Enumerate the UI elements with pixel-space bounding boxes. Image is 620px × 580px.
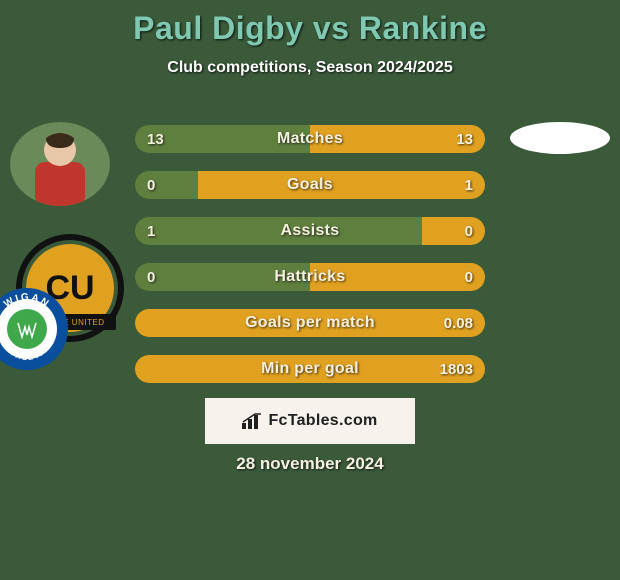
stats-bars: Matches1313Goals01Assists10Hattricks00Go… (135, 125, 485, 401)
avatar-blank-icon (510, 122, 610, 154)
footer-date: 28 november 2024 (0, 454, 620, 474)
stat-label: Goals per match (135, 309, 485, 337)
brand-name: FcTables.com (268, 412, 377, 430)
stat-bar: Goals per match0.08 (135, 309, 485, 337)
stat-label: Min per goal (135, 355, 485, 383)
player-left-avatar (10, 122, 110, 206)
stat-value-left: 0 (147, 171, 155, 199)
stat-value-right: 1803 (440, 355, 473, 383)
stat-value-right: 1 (465, 171, 473, 199)
wigan-badge-icon: WIGAN ATHLETIC (0, 287, 76, 371)
fctables-logo-icon (242, 413, 262, 429)
stat-label: Goals (135, 171, 485, 199)
stat-label: Hattricks (135, 263, 485, 291)
stat-value-right: 13 (456, 125, 473, 153)
stat-value-right: 0 (465, 263, 473, 291)
stat-label: Assists (135, 217, 485, 245)
page-subtitle: Club competitions, Season 2024/2025 (0, 59, 620, 77)
page-title: Paul Digby vs Rankine (0, 10, 620, 47)
player-right-avatar (510, 122, 610, 154)
stat-label: Matches (135, 125, 485, 153)
brand-footer: FcTables.com (205, 398, 415, 444)
stat-bar: Assists1 0 (135, 217, 485, 245)
stat-value-left: 13 (147, 125, 164, 153)
avatar-placeholder-icon (10, 122, 110, 206)
stat-value-left: 0 (147, 263, 155, 291)
stat-value-right: 0 (465, 217, 473, 245)
stat-value-left: 1 (147, 217, 155, 245)
stat-bar: Matches13 13 (135, 125, 485, 153)
comparison-infographic: Paul Digby vs Rankine Club competitions,… (0, 0, 620, 580)
stat-bar: Min per goal1803 (135, 355, 485, 383)
stat-bar: Goals0 1 (135, 171, 485, 199)
stat-bar: Hattricks0 0 (135, 263, 485, 291)
stat-value-right: 0.08 (444, 309, 473, 337)
club-right-badge: WIGAN ATHLETIC (0, 287, 76, 371)
